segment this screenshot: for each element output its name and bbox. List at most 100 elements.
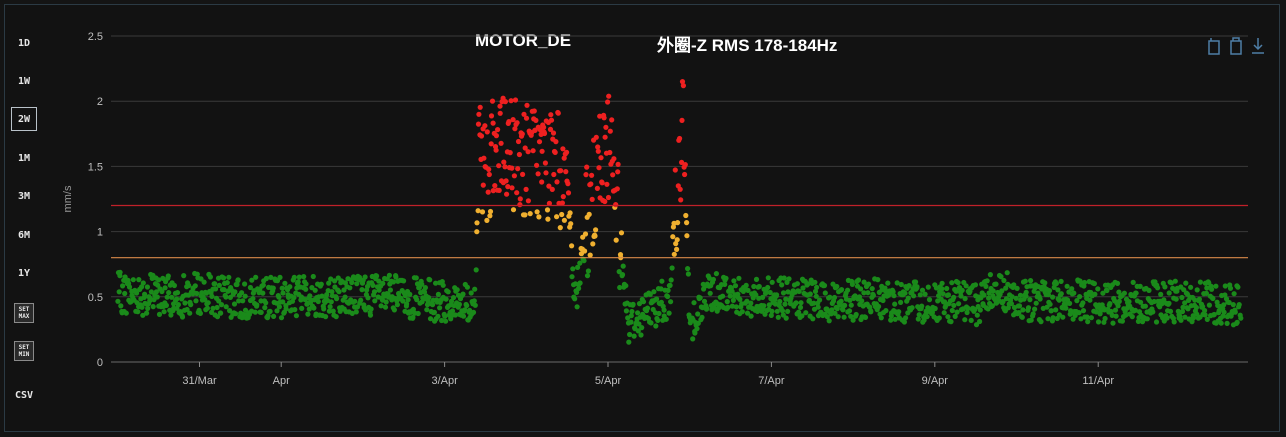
- data-point: [435, 313, 441, 319]
- set-max-line1: SET: [18, 306, 30, 313]
- data-point: [293, 313, 299, 319]
- data-point: [1095, 319, 1102, 325]
- data-point: [1042, 280, 1048, 286]
- data-point: [1213, 283, 1219, 289]
- data-point: [207, 274, 213, 280]
- data-point: [665, 287, 671, 293]
- data-point: [1178, 317, 1184, 323]
- data-point: [613, 202, 619, 208]
- data-point: [779, 308, 786, 314]
- data-point: [328, 299, 334, 305]
- data-point: [695, 311, 701, 317]
- range-1w-button[interactable]: 1W: [17, 75, 31, 87]
- data-point: [615, 169, 621, 175]
- data-point: [838, 298, 844, 304]
- paste-icon[interactable]: [1229, 37, 1243, 55]
- data-point: [710, 276, 717, 283]
- data-point: [1185, 306, 1191, 312]
- data-point: [464, 284, 470, 290]
- data-point: [647, 291, 653, 297]
- data-point: [635, 310, 641, 316]
- x-tick-label: 3/Apr: [431, 375, 458, 387]
- data-point: [271, 313, 277, 319]
- copy-icon[interactable]: [1207, 37, 1221, 55]
- data-point: [507, 150, 513, 156]
- data-point: [1206, 302, 1212, 308]
- data-point: [296, 274, 302, 280]
- data-point: [311, 305, 317, 311]
- data-point: [853, 311, 859, 318]
- data-point: [161, 309, 167, 315]
- data-point: [1121, 290, 1127, 296]
- data-point: [577, 280, 583, 286]
- data-point: [534, 162, 540, 168]
- data-point: [941, 310, 947, 316]
- set-max-button[interactable]: SET MAX: [14, 303, 34, 323]
- data-point: [550, 130, 557, 136]
- data-point: [401, 278, 407, 284]
- data-point: [162, 285, 168, 291]
- data-point: [358, 297, 364, 303]
- data-point: [274, 308, 280, 314]
- range-3m-button[interactable]: 3M: [17, 190, 31, 202]
- data-point: [1230, 302, 1236, 308]
- data-point: [218, 310, 224, 316]
- range-1m-button[interactable]: 1M: [17, 152, 31, 164]
- data-point: [841, 314, 847, 320]
- data-point: [1167, 308, 1174, 314]
- data-point: [972, 282, 979, 288]
- data-point: [756, 283, 762, 290]
- data-point: [901, 319, 908, 325]
- data-point: [521, 111, 527, 117]
- range-2w-button[interactable]: 2W: [11, 107, 37, 131]
- data-point: [1234, 319, 1240, 325]
- data-point: [958, 293, 964, 299]
- data-point: [213, 286, 219, 292]
- data-point: [894, 280, 900, 286]
- data-point: [135, 309, 141, 315]
- data-point: [233, 311, 239, 317]
- data-point: [1080, 300, 1086, 306]
- data-point: [940, 291, 946, 297]
- range-1d-button[interactable]: 1D: [17, 37, 31, 49]
- data-point: [1204, 316, 1210, 322]
- range-6m-button[interactable]: 6M: [17, 229, 31, 241]
- data-point: [326, 280, 332, 286]
- data-point: [744, 310, 751, 316]
- csv-export-button[interactable]: CSV: [14, 389, 34, 401]
- data-point: [1028, 317, 1034, 323]
- data-point: [1192, 297, 1198, 303]
- data-point: [783, 315, 789, 321]
- set-min-button[interactable]: SET MIN: [14, 341, 34, 361]
- data-point: [503, 178, 509, 184]
- data-point: [952, 313, 958, 319]
- download-icon[interactable]: [1251, 37, 1265, 55]
- data-point: [442, 313, 448, 319]
- data-point: [510, 117, 516, 123]
- data-point: [560, 146, 566, 152]
- data-point: [481, 155, 487, 161]
- data-point: [813, 293, 819, 299]
- data-point: [1025, 305, 1032, 311]
- data-point: [987, 272, 994, 278]
- data-point: [474, 229, 480, 235]
- data-point: [437, 305, 443, 311]
- data-point: [1129, 314, 1135, 320]
- data-point: [888, 317, 894, 323]
- data-point: [147, 295, 153, 301]
- data-point: [569, 274, 575, 280]
- data-point: [489, 98, 496, 104]
- data-point: [898, 281, 904, 288]
- range-1y-button[interactable]: 1Y: [17, 267, 31, 279]
- data-point: [390, 279, 397, 285]
- range-selector: 1D 1W 2W 1M 3M 6M 1Y SET MAX SET MIN CSV: [5, 5, 49, 431]
- data-point: [1009, 294, 1015, 300]
- data-point: [171, 282, 177, 289]
- data-point: [487, 208, 494, 215]
- data-point: [184, 306, 190, 313]
- data-point: [380, 280, 386, 286]
- data-point: [263, 275, 269, 282]
- data-point: [722, 281, 728, 287]
- data-point: [497, 110, 503, 116]
- data-point: [486, 166, 492, 172]
